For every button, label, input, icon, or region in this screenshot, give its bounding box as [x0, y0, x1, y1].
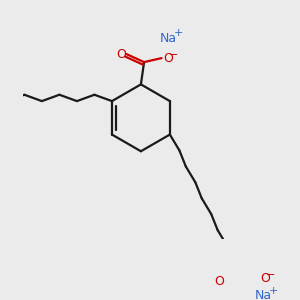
Text: +: + [174, 28, 183, 38]
Text: +: + [269, 286, 278, 296]
Text: O: O [214, 274, 224, 287]
Text: Na: Na [159, 32, 176, 45]
Text: O: O [116, 48, 126, 62]
Text: Na: Na [254, 289, 272, 300]
Text: −: − [169, 50, 178, 60]
Text: O: O [163, 52, 173, 65]
Text: −: − [266, 270, 276, 280]
Text: O: O [260, 272, 270, 285]
